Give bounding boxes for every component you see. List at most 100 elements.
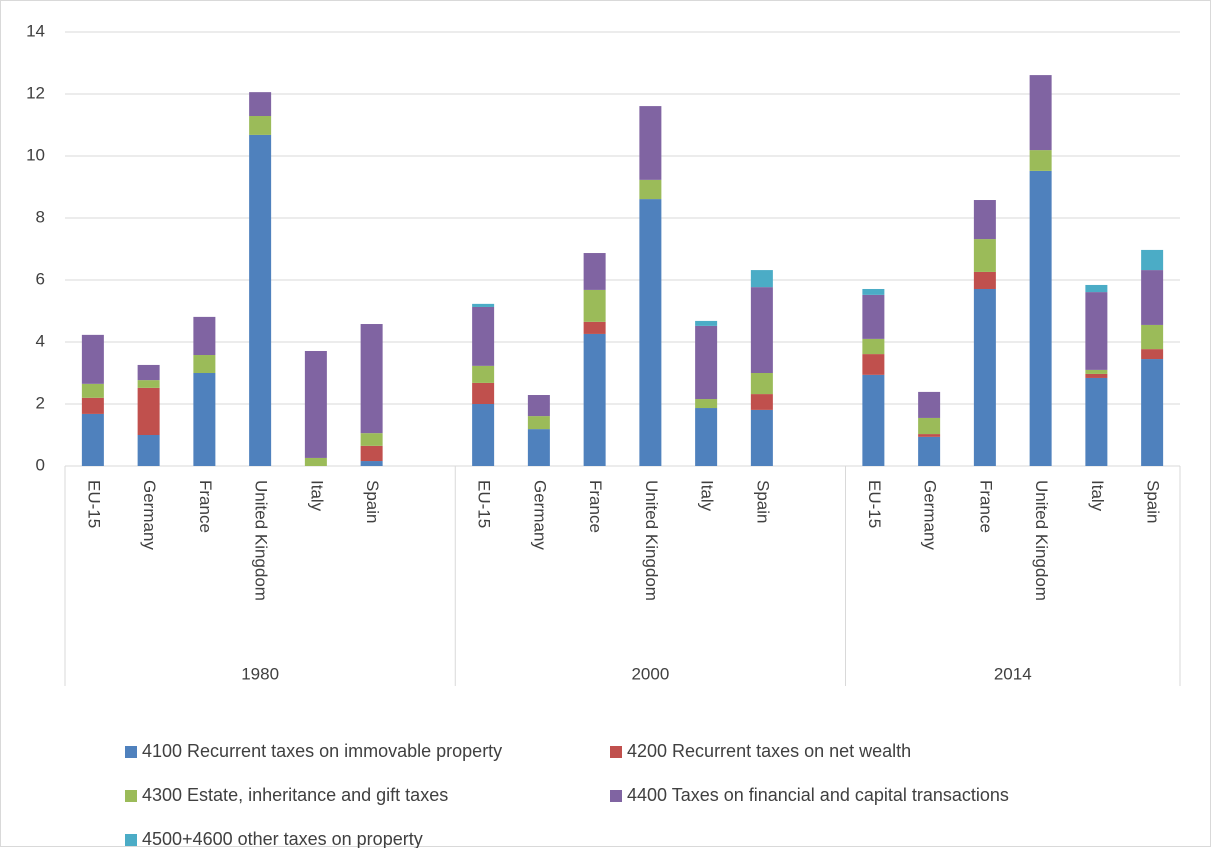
legend-swatch [125, 834, 137, 846]
y-tick-label: 0 [36, 455, 45, 474]
y-tick-label: 6 [36, 269, 45, 288]
y-tick-label: 12 [26, 83, 45, 102]
legend-label: 4500+4600 other taxes on property [142, 829, 423, 848]
bar-segment [695, 320, 718, 326]
bar-segment [249, 116, 272, 135]
bar-segment [862, 338, 885, 355]
bar-segment [583, 253, 606, 290]
legend-swatch [125, 790, 137, 802]
bar-segment [1141, 270, 1164, 325]
bar-segment [527, 429, 550, 466]
bar-segment [1085, 369, 1108, 374]
bar-segment [695, 325, 718, 400]
bar-segment [862, 354, 885, 375]
bar-segment [1141, 359, 1164, 466]
bar-segment [249, 92, 272, 117]
x-tick-label: EU-15 [84, 480, 103, 528]
bar-segment [193, 355, 216, 373]
bar-segment [973, 200, 996, 240]
bar-segment [1085, 292, 1108, 370]
bar-segment [193, 373, 216, 466]
bar-segment [472, 365, 495, 383]
x-tick-label: EU-15 [865, 480, 884, 528]
bar-segment [973, 288, 996, 466]
x-tick-label: France [586, 480, 605, 533]
group-label: 1980 [241, 664, 279, 683]
bar-segment [527, 416, 550, 430]
bar-segment [750, 373, 773, 395]
bar-segment [81, 334, 104, 384]
bar-segment [193, 316, 216, 356]
x-tick-label: Germany [140, 480, 159, 550]
bar-segment [360, 433, 383, 446]
bar-segment [1141, 249, 1164, 271]
legend-swatch [610, 790, 622, 802]
group-label: 2014 [994, 664, 1032, 683]
bar-segment [918, 436, 941, 466]
x-tick-label: Spain [1144, 480, 1163, 523]
bar-segment [472, 306, 495, 366]
bar-segment [695, 408, 718, 466]
bar-segment [304, 350, 327, 458]
x-tick-label: Spain [753, 480, 772, 523]
bar-segment [750, 394, 773, 410]
bar-segment [360, 445, 383, 462]
bar-segment [81, 383, 104, 398]
bar-segment [862, 294, 885, 339]
bar-segment [81, 413, 104, 466]
group-label: 2000 [631, 664, 669, 683]
bar-segment [137, 380, 160, 388]
legend-label: 4100 Recurrent taxes on immovable proper… [142, 741, 502, 761]
x-tick-label: EU-15 [475, 480, 494, 528]
bar-segment [918, 417, 941, 435]
bar-segment [360, 324, 383, 434]
bar-segment [1029, 170, 1052, 466]
x-tick-label: United Kingdom [252, 480, 271, 601]
legend-label: 4400 Taxes on financial and capital tran… [627, 785, 1009, 805]
bar-segment [137, 364, 160, 381]
bar-segment [137, 435, 160, 466]
y-tick-label: 14 [26, 21, 45, 40]
bar-segment [1141, 324, 1164, 350]
bar-segment [862, 288, 885, 295]
bar-segment [1029, 75, 1052, 151]
bar-segment [750, 287, 773, 373]
bar-segment [1085, 373, 1108, 378]
legend-label: 4200 Recurrent taxes on net wealth [627, 741, 911, 761]
bar-segment [695, 399, 718, 409]
bar-segment [639, 106, 662, 180]
bar-segment [583, 321, 606, 334]
x-tick-label: United Kingdom [1032, 480, 1051, 601]
y-tick-label: 2 [36, 393, 45, 412]
x-tick-label: France [196, 480, 215, 533]
bar-segment [918, 434, 941, 437]
bar-segment [750, 409, 773, 466]
bar-segment [1085, 284, 1108, 293]
bar-segment [137, 387, 160, 435]
bar-segment [1085, 377, 1108, 466]
bar-segment [750, 270, 773, 288]
bar-segment [973, 239, 996, 272]
x-tick-label: France [976, 480, 995, 533]
x-tick-label: Italy [1088, 480, 1107, 512]
bar-segment [639, 199, 662, 466]
y-tick-label: 4 [36, 331, 45, 350]
bar-segment [472, 303, 495, 307]
bar-segment [973, 271, 996, 289]
x-tick-label: Spain [363, 480, 382, 523]
bar-segment [918, 391, 941, 418]
legend-swatch [610, 746, 622, 758]
bar-segment [583, 289, 606, 322]
x-tick-label: Germany [921, 480, 940, 550]
bar-segment [472, 404, 495, 466]
legend-label: 4300 Estate, inheritance and gift taxes [142, 785, 448, 805]
bar-segment [862, 374, 885, 466]
x-tick-label: United Kingdom [642, 480, 661, 601]
bar-segment [249, 134, 272, 467]
bar-segment [304, 457, 327, 466]
y-tick-label: 10 [26, 145, 45, 164]
x-tick-label: Italy [698, 480, 717, 512]
bar-segment [1141, 349, 1164, 360]
x-tick-label: Germany [530, 480, 549, 550]
